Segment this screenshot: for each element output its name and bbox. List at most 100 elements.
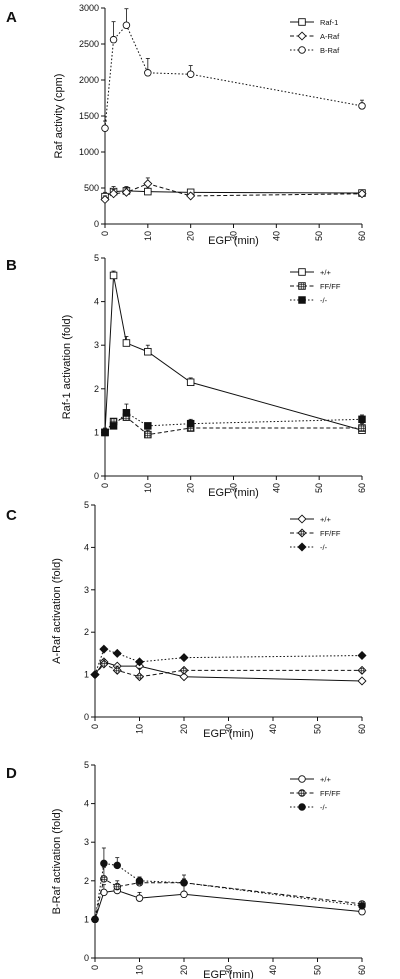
x-tick-label-d: 10: [135, 965, 145, 975]
data-point-b-2: [144, 422, 152, 430]
x-tick-label-b: 50: [314, 483, 324, 493]
y-tick-label-c: 2: [84, 627, 89, 637]
data-point-c-1: [179, 665, 189, 675]
series-c-2: [90, 644, 367, 680]
data-point-d-2: [113, 861, 121, 870]
data-point-b-1: [358, 424, 366, 432]
x-tick-label-a: 50: [314, 231, 324, 241]
data-point-c-1: [134, 672, 145, 682]
legend-d: +/+ FF/FF -/-: [290, 775, 341, 812]
data-point-a-2: [144, 69, 152, 77]
data-point-b-2: [186, 419, 195, 428]
series-d-1: [91, 866, 366, 924]
legend-marker-c-1: [297, 528, 307, 538]
legend-marker-b-0: [298, 268, 306, 276]
x-axis-label-a: EGF (min): [208, 235, 259, 247]
y-tick-label-b: 3: [94, 340, 99, 350]
series-line-d-1: [94, 878, 363, 920]
data-point-c-2: [99, 644, 109, 654]
data-point-d-0: [180, 890, 188, 899]
legend-marker-d-2: [298, 803, 306, 811]
data-point-d-2: [135, 877, 144, 885]
data-point-b-0: [122, 339, 131, 347]
y-tick-label-c: 5: [84, 500, 89, 510]
panel-letter-a: A: [6, 9, 17, 26]
series-line-b-0: [104, 275, 363, 433]
x-tick-label-b: 30: [229, 483, 239, 493]
x-tick-label-a: 40: [271, 231, 281, 241]
data-point-c-1: [357, 665, 367, 675]
data-point-d-2: [358, 902, 366, 910]
data-point-a-2: [109, 35, 118, 44]
legend-c: +/+ FF/FF -/-: [290, 514, 341, 552]
y-tick-label-c: 1: [84, 670, 89, 680]
legend-label-a-0: Raf-1: [320, 18, 338, 27]
x-tick-label-b: 10: [143, 483, 153, 493]
data-point-a-0: [144, 187, 152, 196]
series-line-d-2: [94, 862, 363, 920]
data-point-c-1: [99, 659, 109, 669]
legend-marker-a-1: [297, 31, 307, 41]
data-point-b-2: [122, 409, 131, 417]
data-point-d-2: [91, 915, 99, 924]
data-point-c-2: [134, 657, 145, 667]
legend-label-d-1: FF/FF: [320, 789, 341, 798]
data-point-a-2: [358, 102, 366, 110]
y-tick-label-d: 5: [84, 760, 89, 770]
data-point-b-2: [358, 415, 366, 424]
x-tick-label-a: 30: [229, 231, 239, 241]
data-point-d-2: [180, 878, 188, 887]
x-tick-label-b: 60: [357, 483, 367, 493]
data-point-a-2: [122, 21, 131, 30]
legend-marker-d-1: [298, 789, 306, 797]
x-tick-label-d: 0: [90, 965, 100, 970]
x-tick-label-c: 40: [268, 724, 278, 734]
legend-label-c-2: -/-: [320, 543, 328, 552]
data-point-a-2: [101, 124, 109, 132]
x-tick-label-a: 0: [100, 231, 110, 236]
y-tick-label-d: 3: [84, 837, 89, 847]
x-tick-label-c: 20: [179, 724, 189, 734]
legend-marker-d-0: [298, 775, 306, 783]
legend-marker-a-0: [298, 18, 306, 26]
legend-marker-c-2: [297, 542, 307, 552]
x-tick-label-a: 10: [143, 231, 153, 241]
panel-letter-b: B: [6, 257, 17, 274]
y-tick-label-a: 0: [94, 219, 99, 229]
data-point-d-0: [100, 888, 108, 897]
data-point-c-2: [179, 653, 189, 663]
y-tick-label-a: 500: [84, 183, 99, 193]
data-point-d-2: [100, 859, 108, 868]
x-axis-label-b: EGF (min): [208, 487, 259, 499]
data-point-b-2: [109, 422, 118, 430]
data-point-c-1: [112, 665, 122, 675]
x-tick-label-d: 40: [268, 965, 278, 975]
y-tick-label-d: 2: [84, 876, 89, 886]
panel-letter-d: D: [6, 765, 17, 782]
y-tick-label-c: 4: [84, 542, 89, 552]
data-point-a-1: [100, 194, 110, 205]
x-axis-label-d: EGF (min): [203, 969, 254, 979]
legend-a: Raf-1 A-Raf B-Raf: [290, 18, 340, 55]
legend-label-b-2: -/-: [320, 296, 328, 305]
data-point-d-0: [135, 894, 144, 902]
legend-label-b-0: +/+: [320, 268, 331, 277]
data-point-c-2: [112, 648, 122, 658]
legend-label-b-1: FF/FF: [320, 282, 341, 291]
series-line-c-1: [94, 663, 362, 678]
x-tick-label-c: 30: [224, 724, 234, 734]
y-tick-label-d: 0: [84, 953, 89, 963]
data-point-c-2: [90, 670, 100, 680]
data-point-d-1: [113, 882, 121, 891]
x-tick-label-a: 60: [357, 231, 367, 241]
y-axis-label-c: A-Raf activation (fold): [51, 558, 63, 664]
legend-label-a-2: B-Raf: [320, 46, 340, 55]
data-point-b-0: [109, 271, 118, 280]
y-tick-label-b: 5: [94, 253, 99, 263]
series-d-0: [91, 882, 366, 924]
y-tick-label-c: 3: [84, 585, 89, 595]
y-tick-label-d: 1: [84, 914, 89, 924]
y-tick-label-a: 1000: [79, 147, 99, 157]
